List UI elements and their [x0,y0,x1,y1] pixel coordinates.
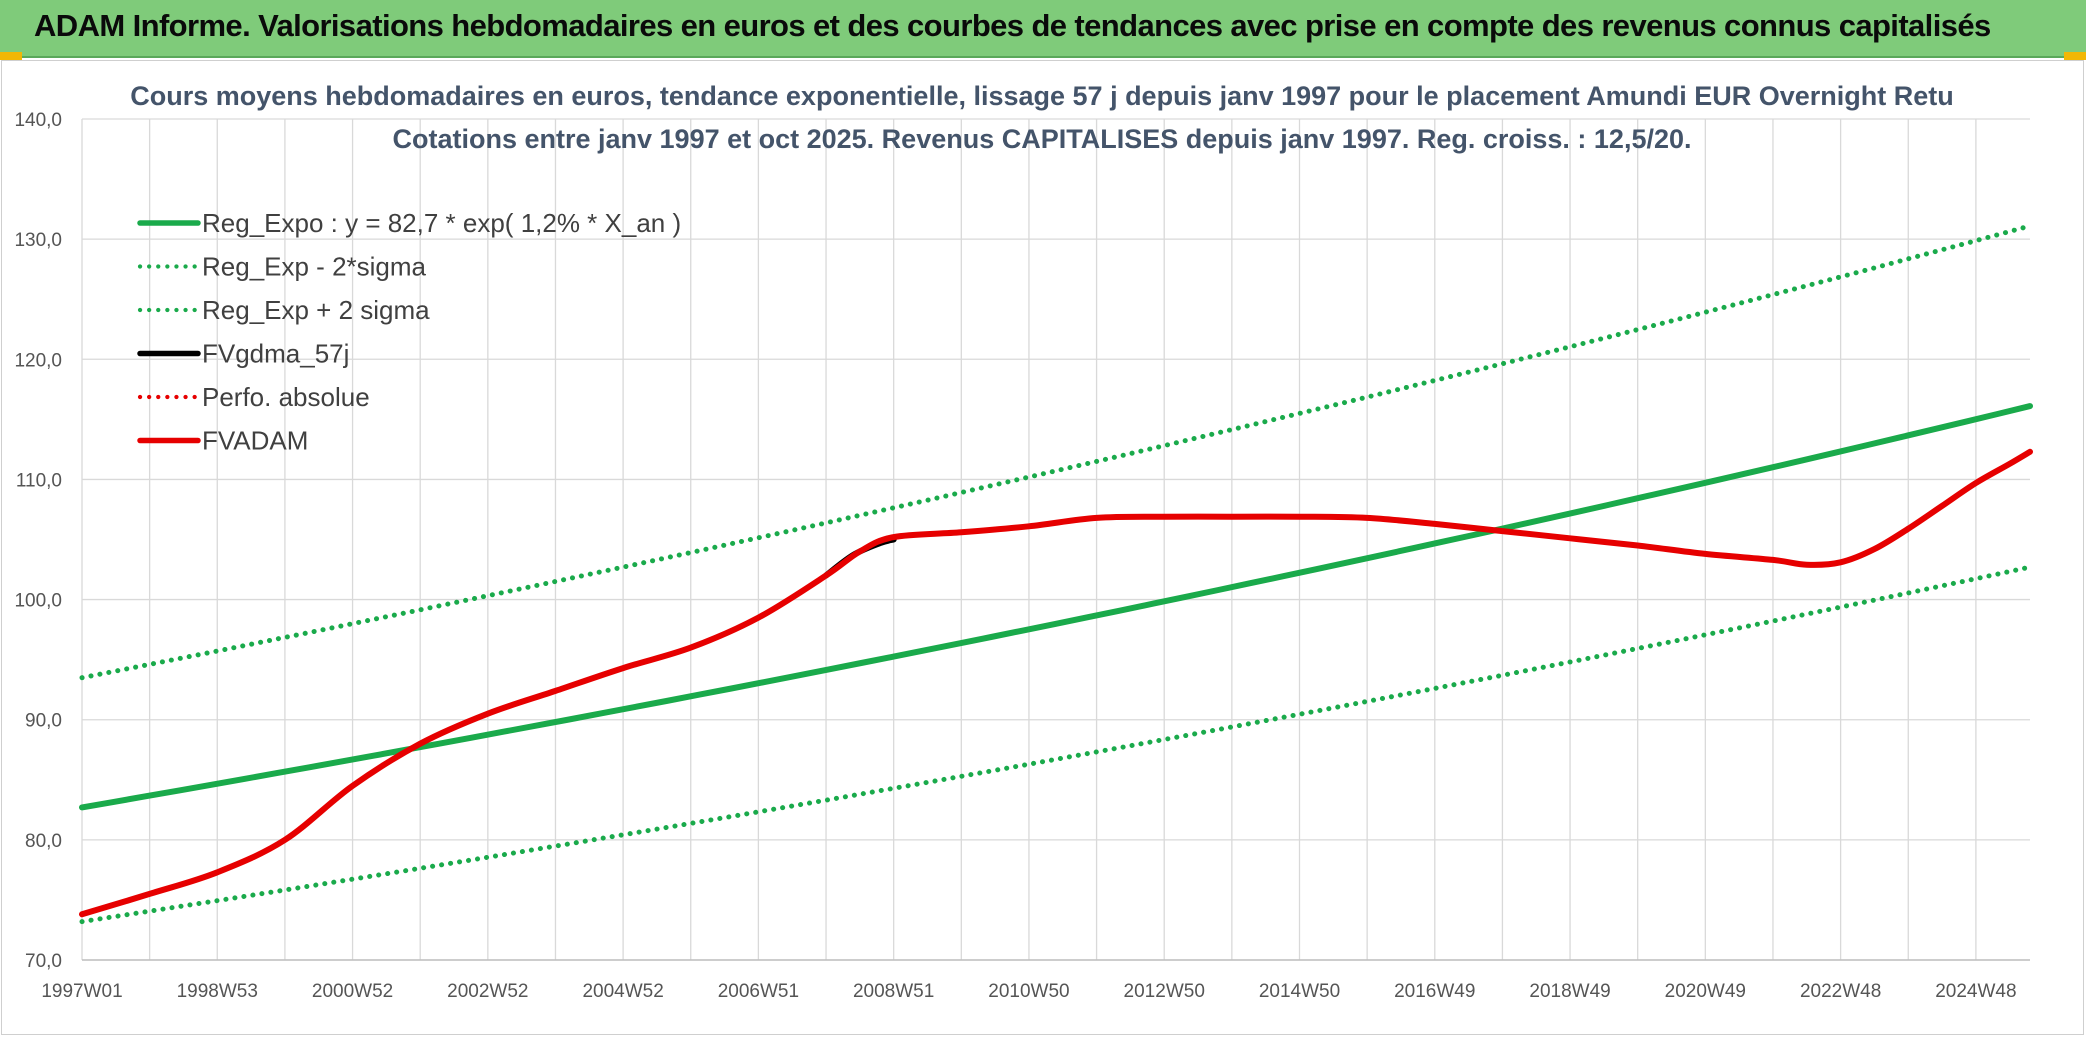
x-tick-label: 2000W52 [312,981,393,1002]
legend: Reg_Expo : y = 82,7 * exp( 1,2% * X_an )… [137,208,681,456]
legend-perfo-absolue-label: Perfo. absolue [202,382,370,412]
x-tick-label: 2004W52 [582,981,663,1002]
x-tick-label: 1998W53 [177,981,258,1002]
y-tick-label: 110,0 [16,470,62,491]
reg-exp-plus-2sigma-line [79,223,2033,681]
legend-fvadam-label: FVADAM [202,426,308,456]
chart-frame: 70,0 80,0 90,0 100,0 110,0 120,0 130,0 140,0 19… [1,60,2084,1035]
y-tick-label: 70,0 [25,951,62,972]
y-tick-label: 100,0 [14,591,62,612]
x-tick-label: 1997W01 [41,981,122,1002]
legend-reg-expo-label: Reg_Expo : y = 82,7 * exp( 1,2% * X_an ) [202,208,681,238]
corner-accent-left [0,52,22,60]
corner-accent-right [2064,52,2086,60]
y-tick-label: 80,0 [25,831,62,852]
banner: ADAM Informe. Valorisations hebdomadaire… [0,0,2086,58]
x-tick-label: 2018W49 [1529,981,1610,1002]
x-tick-label: 2016W49 [1394,981,1475,1002]
legend-reg-exp-plus-label: Reg_Exp + 2 sigma [202,295,430,325]
y-tick-label: 90,0 [25,711,62,732]
chart-title: Cours moyens hebdomadaires en euros, ten… [130,81,1954,111]
x-tick-label: 2024W48 [1935,981,2016,1002]
series-lines [79,223,2033,925]
y-tick-label: 130,0 [14,230,62,251]
legend-reg-exp-minus-label: Reg_Exp - 2*sigma [202,252,427,282]
x-tick-label: 2012W50 [1124,981,1205,1002]
x-tick-label: 2020W49 [1665,981,1746,1002]
x-tick-labels: 1997W01 1998W53 2000W52 2002W52 2004W52 2006W… [41,981,2016,1002]
y-tick-label: 140,0 [14,110,62,131]
x-tick-label: 2008W51 [853,981,934,1002]
chart: 70,0 80,0 90,0 100,0 110,0 120,0 130,0 140,0 19… [14,81,2033,1002]
banner-title: ADAM Informe. Valorisations hebdomadaire… [34,8,1991,43]
reg-expo-line [79,403,2033,811]
legend-fvgdma-label: FVgdma_57j [202,339,349,369]
gridlines [81,118,2030,961]
reg-exp-minus-2sigma-line [79,564,2033,925]
x-tick-label: 2002W52 [447,981,528,1002]
x-tick-label: 2022W48 [1800,981,1881,1002]
chart-subtitle: Cotations entre janv 1997 et oct 2025. R… [392,124,1691,154]
y-tick-label: 120,0 [14,350,62,371]
x-tick-label: 2014W50 [1259,981,1340,1002]
fvadam-line [79,448,2033,918]
y-tick-labels: 70,0 80,0 90,0 100,0 110,0 120,0 130,0 140,0 [14,110,62,972]
x-tick-label: 2010W50 [988,981,1069,1002]
x-tick-label: 2006W51 [718,981,799,1002]
